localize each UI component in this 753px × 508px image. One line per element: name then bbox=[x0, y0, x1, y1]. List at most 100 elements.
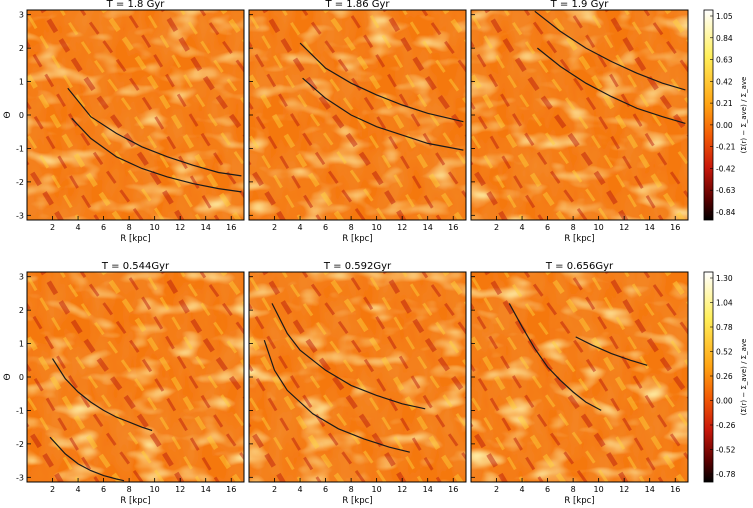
x-tick-label: 4 bbox=[76, 485, 81, 494]
spiral-streak bbox=[346, 272, 466, 461]
spiral-streak bbox=[401, 272, 466, 367]
y-tick-label: -3 bbox=[16, 211, 24, 220]
spiral-streak bbox=[365, 10, 466, 168]
x-tick-label: 10 bbox=[150, 485, 160, 494]
arm-trace-curve bbox=[534, 10, 686, 91]
y-tick-label: -1 bbox=[16, 144, 24, 153]
arm-trace-curve bbox=[49, 436, 125, 482]
x-tick-label: 4 bbox=[298, 223, 303, 232]
y-axis-label: Θ bbox=[3, 373, 13, 380]
panel-title: T = 0.592Gyr bbox=[323, 261, 392, 272]
spiral-streak bbox=[40, 10, 185, 220]
x-tick-label: 16 bbox=[670, 485, 680, 494]
colorbar-tick-label: 0.21 bbox=[716, 99, 733, 108]
spiral-streak bbox=[322, 10, 464, 220]
x-tick-label: 2 bbox=[50, 485, 55, 494]
colorbar-tick-label: 0.00 bbox=[716, 121, 733, 130]
spiral-streak bbox=[623, 10, 688, 105]
heatmap-panel: T = 0.592Gyr 2 4 6 8 10 12 14 16 R [kpc] bbox=[248, 261, 467, 506]
x-tick-label: 2 bbox=[272, 223, 277, 232]
x-tick-label: 8 bbox=[349, 223, 354, 232]
spiral-streak bbox=[124, 272, 244, 461]
x-tick-label: 10 bbox=[372, 485, 382, 494]
x-tick-label: 16 bbox=[670, 223, 680, 232]
colorbar-label: (Σ(r) − Σ_ave) / Σ_ave bbox=[740, 339, 748, 416]
x-tick-label: 2 bbox=[50, 223, 55, 232]
x-tick-label: 4 bbox=[520, 485, 525, 494]
arm-trace-curve bbox=[299, 42, 464, 123]
x-tick-label: 14 bbox=[645, 485, 655, 494]
x-tick-label: 10 bbox=[150, 223, 160, 232]
colorbar-tick-label: 0.42 bbox=[716, 77, 733, 86]
y-tick-label: -2 bbox=[16, 178, 24, 187]
colorbar-tick-label: 0.78 bbox=[716, 323, 733, 332]
spiral-streak bbox=[27, 68, 123, 220]
x-tick-label: 6 bbox=[323, 223, 328, 232]
heatmap-field bbox=[27, 272, 244, 482]
colorbar-tick-label: -0.84 bbox=[716, 208, 736, 217]
spiral-streak bbox=[471, 302, 588, 482]
spiral-streak bbox=[382, 272, 466, 400]
spiral-streak bbox=[249, 68, 345, 220]
spiral-streak bbox=[27, 330, 123, 482]
x-axis-label: R [kpc] bbox=[564, 234, 594, 244]
heatmap-field bbox=[27, 10, 244, 220]
y-tick-label: 3 bbox=[19, 11, 24, 20]
x-tick-label: 12 bbox=[619, 223, 629, 232]
spiral-streak bbox=[249, 302, 366, 482]
spiral-streak bbox=[100, 10, 242, 220]
spiral-streak bbox=[484, 272, 629, 482]
x-tick-label: 16 bbox=[226, 223, 236, 232]
y-tick-label: 2 bbox=[19, 44, 24, 53]
x-tick-label: 14 bbox=[201, 485, 211, 494]
colorbar-gradient bbox=[703, 9, 714, 221]
heatmap-field bbox=[249, 10, 466, 220]
arm-trace-curve bbox=[537, 47, 686, 124]
colorbar-tick-label: -0.21 bbox=[716, 143, 736, 152]
y-tick-label: 1 bbox=[19, 78, 24, 87]
spiral-streak bbox=[27, 302, 144, 482]
spiral-streak bbox=[587, 272, 688, 430]
colorbar-tick-label: -0.63 bbox=[716, 186, 736, 195]
x-tick-label: 12 bbox=[175, 485, 185, 494]
spiral-streak bbox=[484, 10, 629, 220]
x-tick-label: 14 bbox=[423, 223, 433, 232]
x-tick-label: 6 bbox=[101, 485, 106, 494]
heatmap-panel: T = 0.656Gyr 2 4 6 8 10 12 14 16 R [kpc] bbox=[470, 261, 689, 506]
colorbar-tick-label: -0.42 bbox=[716, 164, 736, 173]
x-tick-label: 6 bbox=[101, 223, 106, 232]
x-tick-label: 12 bbox=[397, 223, 407, 232]
x-tick-label: 4 bbox=[298, 485, 303, 494]
x-tick-label: 2 bbox=[272, 485, 277, 494]
x-tick-label: 8 bbox=[127, 485, 132, 494]
panel-title: T = 0.544Gyr bbox=[101, 261, 170, 272]
x-tick-label: 14 bbox=[201, 223, 211, 232]
x-axis-label: R [kpc] bbox=[120, 496, 150, 506]
panel-title: T = 1.86 Gyr bbox=[324, 0, 390, 10]
x-tick-label: 10 bbox=[594, 485, 604, 494]
colorbar-tick-label: 1.05 bbox=[716, 12, 733, 21]
colorbar-gradient bbox=[703, 271, 714, 483]
spiral-streak bbox=[124, 10, 244, 199]
colorbar-label: (Σ(r) − Σ_ave) / Σ_ave bbox=[740, 77, 748, 154]
spiral-streak bbox=[471, 68, 567, 220]
spiral-streak bbox=[179, 10, 244, 105]
y-tick-label: -1 bbox=[16, 406, 24, 415]
x-tick-label: 10 bbox=[372, 223, 382, 232]
arm-trace-curve bbox=[575, 336, 648, 366]
spiral-streak bbox=[471, 10, 609, 220]
colorbar-tick-label: 1.04 bbox=[716, 299, 733, 308]
colorbar-tick-label: 1.30 bbox=[716, 274, 733, 283]
panel-title: T = 1.8 Gyr bbox=[106, 0, 166, 10]
y-tick-label: 1 bbox=[19, 340, 24, 349]
colorbar-tick-label: -0.78 bbox=[716, 470, 736, 479]
spiral-streak bbox=[249, 330, 345, 482]
spiral-streak bbox=[249, 272, 387, 482]
y-tick-label: 3 bbox=[19, 273, 24, 282]
heatmap-field bbox=[471, 272, 688, 482]
colorbar: 1.05 0.84 0.63 0.42 0.21 0.00 -0.21 -0.42 -0.63 -… bbox=[703, 9, 748, 221]
x-tick-label: 8 bbox=[571, 485, 576, 494]
y-axis-label: Θ bbox=[3, 111, 13, 118]
